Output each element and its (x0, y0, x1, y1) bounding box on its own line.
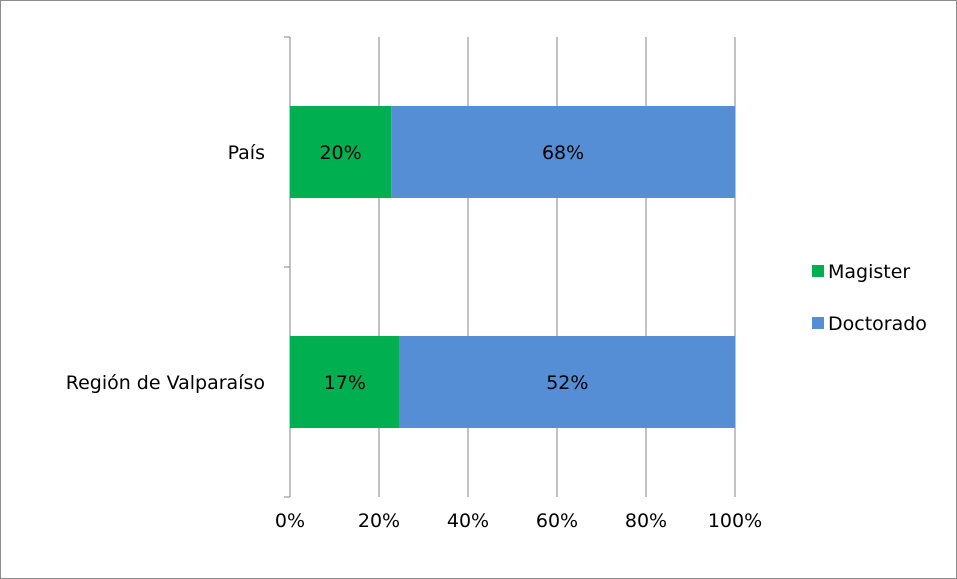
x-tick-label: 20% (358, 510, 400, 532)
legend-label: Doctorado (828, 313, 927, 335)
legend-swatch (812, 317, 824, 329)
x-tick-label: 0% (275, 510, 305, 532)
bar-segment (391, 106, 735, 198)
bar-segment (399, 336, 735, 428)
x-tick-label: 60% (536, 510, 578, 532)
bar-segment (290, 336, 400, 428)
data-label: 17% (324, 372, 366, 394)
x-tick-label: 80% (625, 510, 667, 532)
legend-swatch (812, 265, 824, 277)
x-tick-label: 100% (708, 510, 762, 532)
legend-label: Magister (828, 261, 910, 283)
x-tick-label: 40% (447, 510, 489, 532)
data-label: 20% (319, 142, 361, 164)
data-label: 68% (542, 142, 584, 164)
category-label: País (228, 142, 265, 164)
bar-segment (290, 106, 392, 198)
data-label: 52% (546, 372, 588, 394)
category-label: Región de Valparaíso (66, 372, 265, 394)
